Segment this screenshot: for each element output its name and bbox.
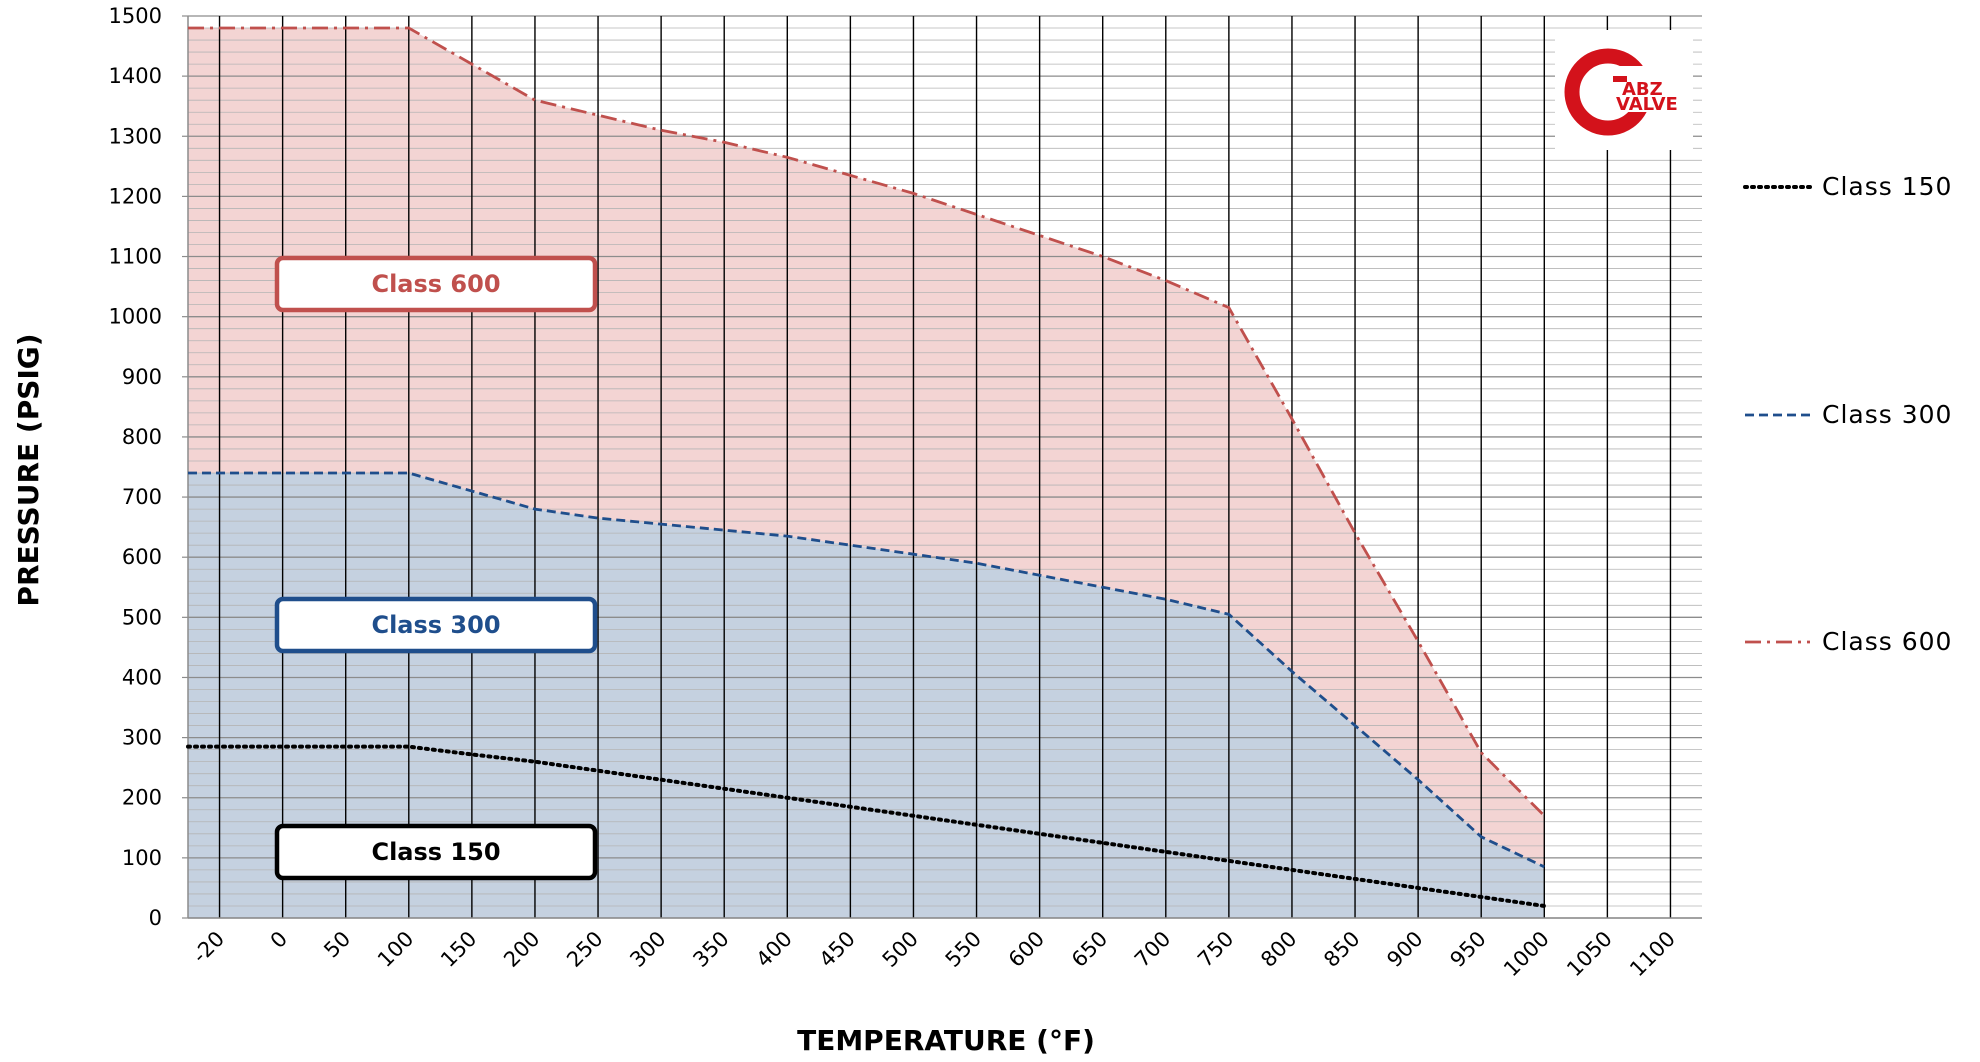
x-tick-label: 450	[815, 927, 860, 972]
y-tick-label: 200	[122, 786, 162, 810]
x-tick-label: 300	[625, 927, 670, 972]
x-tick-label: -20	[188, 927, 229, 968]
label-box-text: Class 300	[371, 611, 500, 639]
label-box-class-150	[274, 823, 598, 881]
y-tick-label: 1500	[109, 4, 162, 28]
x-tick-label: 850	[1319, 927, 1364, 972]
x-tick-label: 350	[688, 927, 733, 972]
x-tick-label: 600	[1004, 927, 1049, 972]
label-box-class-300	[274, 596, 598, 654]
y-tick-label: 700	[122, 485, 162, 509]
axes	[187, 16, 1702, 919]
legend-label: Class 150	[1822, 172, 1952, 201]
y-tick-label: 1400	[109, 64, 162, 88]
y-tick-label: 1300	[109, 124, 162, 148]
x-tick-label: 1050	[1562, 927, 1617, 982]
x-tick-label: 800	[1256, 927, 1301, 972]
abz-valve-logo: ABZ VALVE	[1555, 30, 1693, 150]
series-line-class-300	[188, 471, 1545, 869]
y-tick-label: 400	[122, 665, 162, 689]
y-tick-labels: 0 100 200 300 400 500 600 700 800 900 1000 1100 1200…	[109, 4, 188, 930]
x-tick-label: 950	[1445, 927, 1490, 972]
x-tick-label: 50	[319, 927, 355, 963]
logo-text-bottom: VALVE	[1616, 94, 1678, 115]
y-tick-label: 100	[122, 846, 162, 870]
legend-label: Class 600	[1822, 627, 1952, 656]
x-tick-label: 1100	[1625, 927, 1680, 982]
y-tick-label: 900	[122, 365, 162, 389]
area-fill-class-300	[188, 473, 1545, 918]
logo-text-top: ABZ	[1622, 79, 1663, 100]
x-axis-label: TEMPERATURE (°F)	[797, 1024, 1095, 1057]
x-tick-label: 500	[878, 927, 923, 972]
y-tick-label: 1100	[109, 245, 162, 269]
x-tick-label: 700	[1130, 927, 1175, 972]
label-box-text: Class 600	[371, 270, 500, 298]
x-tick-label: 100	[373, 927, 418, 972]
y-tick-label: 500	[122, 605, 162, 629]
x-tick-label: 650	[1067, 927, 1112, 972]
x-tick-label: 150	[436, 927, 481, 972]
legend-label: Class 300	[1822, 400, 1952, 429]
x-tick-label: 200	[499, 927, 544, 972]
vertical-gridlines	[218, 16, 1672, 918]
legend: Class 150 Class 300 Class 600	[1743, 172, 1952, 656]
series-label-boxes: Class 150 Class 300 Class 600	[274, 255, 598, 881]
x-tick-label: 0	[266, 927, 292, 953]
x-tick-label: 1000	[1499, 927, 1554, 982]
label-box-text: Class 150	[371, 838, 500, 866]
x-tick-label: 250	[562, 927, 607, 972]
series-line-class-600	[188, 26, 1546, 817]
x-tick-label: 550	[941, 927, 986, 972]
x-tick-labels: -20 0 50 100 150 200 250 300 350 400 450 500 550 600 6…	[188, 927, 1680, 982]
y-tick-label: 0	[149, 906, 162, 930]
x-tick-label: 400	[752, 927, 797, 972]
y-axis-label: PRESSURE (PSIG)	[12, 333, 45, 606]
label-box-class-600	[274, 255, 598, 313]
series-lines	[186, 26, 1547, 908]
x-tick-label: 900	[1382, 927, 1427, 972]
y-tick-label: 1000	[109, 305, 162, 329]
y-tick-label: 800	[122, 425, 162, 449]
series-line-class-150	[186, 744, 1547, 908]
y-tick-label: 600	[122, 545, 162, 569]
y-tick-label: 1200	[109, 184, 162, 208]
y-tick-label: 300	[122, 726, 162, 750]
x-tick-label: 750	[1193, 927, 1238, 972]
